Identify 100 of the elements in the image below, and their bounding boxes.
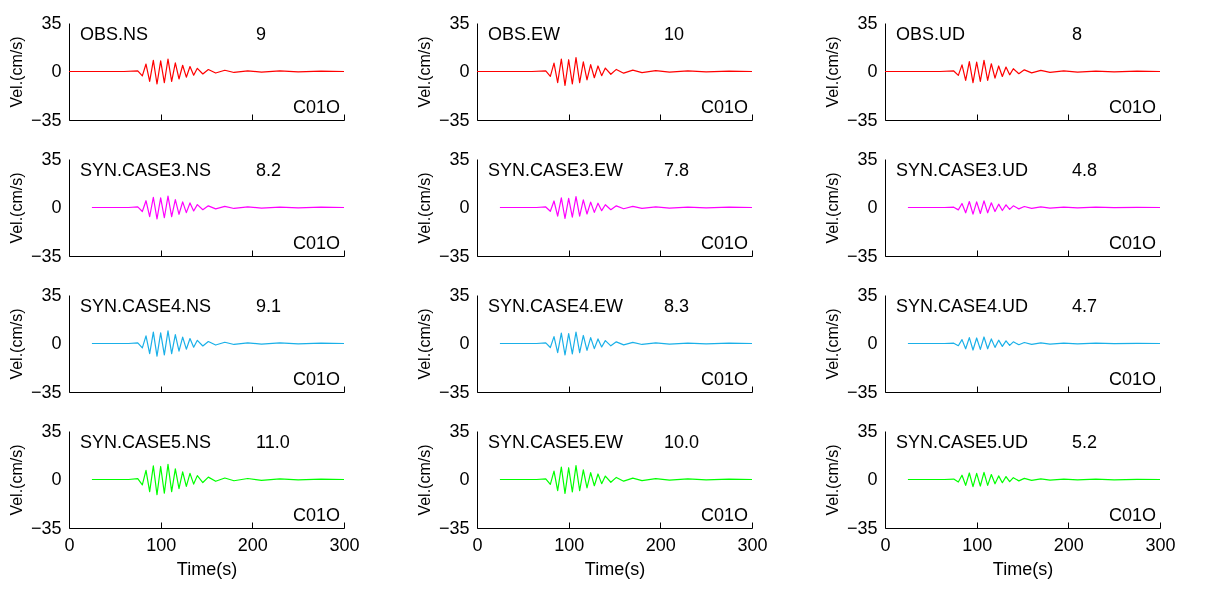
line-series [91,463,345,496]
y-tick-label: 0 [459,333,470,353]
y-tick-label: 0 [867,333,878,353]
annotation: 8 [1072,24,1083,44]
x-axis-title: Time(s) [992,558,1054,579]
annotation: 9 [256,24,267,44]
y-tick-label: −35 [30,109,62,130]
annotation: 7.8 [664,160,690,180]
annotation: 5.2 [1072,432,1098,452]
annotation: 4.8 [1072,160,1098,180]
y-tick-label: 35 [857,420,878,441]
y-tick-label: 0 [867,197,878,217]
y-tick-label: 35 [857,12,878,33]
annotation: 10.0 [664,432,700,452]
x-tick-label: 100 [146,534,177,555]
annotation: C01O [1108,233,1156,253]
y-axis-title: Vel.(cm/s) [823,308,841,380]
annotation: SYN.CASE5.EW [488,432,624,452]
line-series [907,471,1161,488]
y-axis-title: Vel.(cm/s) [7,36,25,108]
annotation: 10 [664,24,685,44]
annotation: OBS.EW [488,24,561,44]
y-tick-label: 35 [41,148,62,169]
annotation: 9.1 [256,296,282,316]
y-tick-label: 35 [41,420,62,441]
annotation: OBS.NS [80,24,149,44]
line-series [907,200,1161,215]
line-series [476,57,753,86]
y-tick-label: 0 [459,197,470,217]
y-tick-label: 0 [459,61,470,81]
x-tick-label: 300 [329,534,360,555]
annotation: C01O [1108,505,1156,525]
y-tick-label: 0 [867,469,878,489]
y-tick-label: −35 [438,381,470,402]
line-series [499,196,753,219]
x-tick-label: 0 [880,534,891,555]
y-tick-label: 0 [51,469,62,489]
line-series [884,59,1161,84]
x-tick-label: 200 [1053,534,1084,555]
line-series [499,465,753,494]
y-tick-label: 35 [41,12,62,33]
annotation: C01O [700,97,748,117]
annotation: OBS.UD [896,24,966,44]
line-series [91,195,345,220]
y-tick-label: 35 [449,148,470,169]
line-series [907,336,1161,351]
annotation: SYN.CASE4.NS [80,296,212,316]
y-tick-label: 35 [857,148,878,169]
annotation: 4.7 [1072,296,1098,316]
annotation: C01O [1108,97,1156,117]
y-axis-title: Vel.(cm/s) [415,36,433,108]
y-axis-title: Vel.(cm/s) [823,172,841,244]
annotation: C01O [700,233,748,253]
y-tick-label: −35 [846,109,878,130]
x-tick-label: 300 [737,534,768,555]
y-axis-title: Vel.(cm/s) [7,308,25,380]
y-tick-label: −35 [438,245,470,266]
x-tick-label: 200 [645,534,676,555]
annotation: C01O [700,505,748,525]
x-tick-label: 100 [962,534,993,555]
annotation: SYN.CASE5.NS [80,432,212,452]
y-tick-label: 35 [857,284,878,305]
y-tick-label: 35 [41,284,62,305]
y-tick-label: 0 [867,61,878,81]
y-tick-label: −35 [846,245,878,266]
line-series [68,58,345,85]
y-axis-title: Vel.(cm/s) [415,444,433,516]
x-axis-title: Time(s) [584,558,646,579]
y-axis-title: Vel.(cm/s) [7,172,25,244]
y-tick-label: −35 [846,381,878,402]
y-tick-label: 35 [449,420,470,441]
y-tick-label: 35 [449,284,470,305]
y-tick-label: 0 [51,333,62,353]
annotation: C01O [292,233,340,253]
x-tick-label: 0 [64,534,75,555]
line-series [499,331,753,356]
x-tick-label: 200 [237,534,268,555]
y-axis-title: Vel.(cm/s) [415,308,433,380]
y-tick-label: 0 [459,469,470,489]
annotation: 11.0 [256,432,290,452]
annotation: SYN.CASE4.UD [896,296,1029,316]
y-tick-label: −35 [30,517,62,538]
y-axis-title: Vel.(cm/s) [415,172,433,244]
annotation: SYN.CASE3.UD [896,160,1029,180]
line-series [91,330,345,357]
y-tick-label: 0 [51,197,62,217]
annotation: C01O [700,369,748,389]
y-axis-title: Vel.(cm/s) [823,444,841,516]
y-tick-label: −35 [438,517,470,538]
annotation: C01O [1108,369,1156,389]
x-tick-label: 100 [554,534,585,555]
y-tick-label: 35 [449,12,470,33]
annotation: C01O [292,97,340,117]
y-tick-label: −35 [846,517,878,538]
x-tick-label: 0 [472,534,483,555]
x-axis-title: Time(s) [176,558,238,579]
x-tick-label: 300 [1145,534,1176,555]
annotation: C01O [292,369,340,389]
annotation: 8.3 [664,296,690,316]
annotation: SYN.CASE5.UD [896,432,1029,452]
